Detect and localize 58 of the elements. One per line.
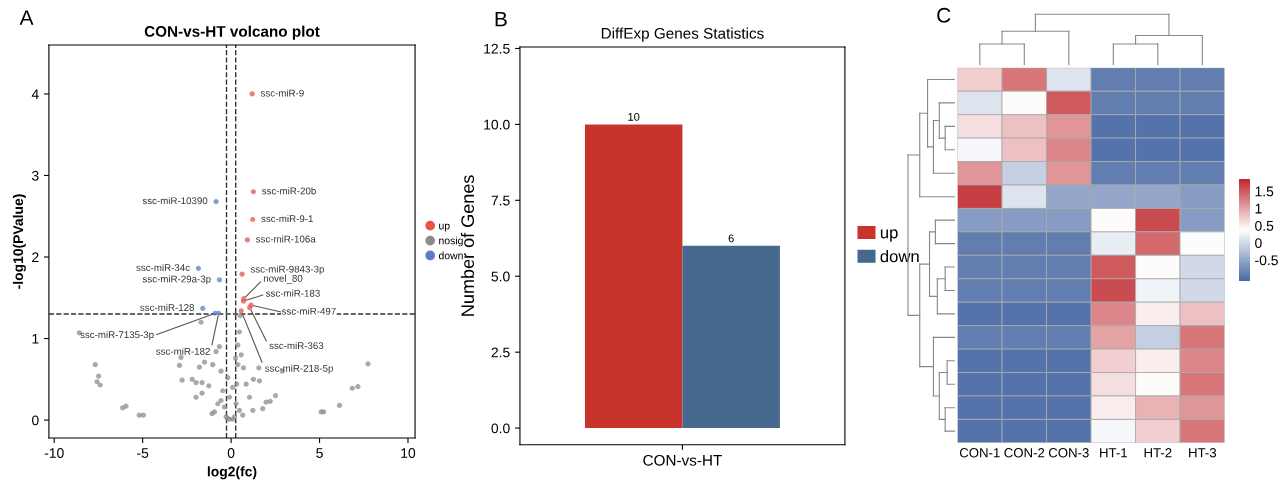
annotation: ssc-miR-106a — [255, 235, 316, 243]
color-bar-label: 0 — [1255, 238, 1262, 248]
color-bar-label: 0.5 — [1255, 220, 1274, 231]
y-tick-label: 3 — [31, 170, 39, 181]
x-tick-label: -10 — [44, 448, 64, 458]
x-tick-label: CON-2 — [1004, 448, 1045, 458]
annotation: ssc-miR-497 — [281, 307, 336, 315]
annotation: ssc-miR-20b — [261, 187, 316, 195]
annotation: ssc-miR-9-1 — [261, 214, 313, 223]
text: B — [495, 11, 507, 27]
y-tick-label: 4 — [31, 89, 39, 99]
annotation: ssc-miR-363 — [269, 341, 324, 350]
y-axis-title: -log10(PValue) — [12, 194, 26, 289]
legend-label: up — [880, 229, 898, 242]
x-tick-label: CON-vs-HT — [643, 454, 722, 466]
y-tick-label: 10.0 — [484, 119, 510, 130]
legend-label: down — [438, 251, 463, 260]
y-tick-label: 2 — [32, 252, 39, 263]
y-tick-label: 2.5 — [491, 347, 510, 358]
x-tick-label: -5 — [137, 448, 149, 458]
text: A — [19, 10, 34, 25]
data-label: 10 — [628, 112, 640, 121]
annotation: ssc-miR-10390 — [142, 197, 208, 205]
annotation: ssc-miR-182 — [156, 347, 210, 355]
x-tick-label: HT-2 — [1144, 448, 1172, 458]
legend-label: down — [880, 250, 919, 263]
y-tick-label: 0.0 — [491, 423, 510, 434]
annotation: ssc-miR-34c — [136, 263, 190, 272]
color-bar-label: 1 — [1255, 203, 1262, 214]
annotation: ssc-miR-7135-3p — [80, 330, 154, 341]
annotation: ssc-miR-218-5p — [265, 364, 333, 374]
y-tick-label: 5.0 — [491, 271, 510, 282]
x-tick-label: 0 — [227, 448, 235, 458]
color-bar-label: -0.5 — [1255, 255, 1278, 266]
x-tick-label: 10 — [401, 448, 416, 458]
annotation: ssc-miR-9 — [260, 89, 304, 97]
y-tick-label: 12.5 — [484, 43, 510, 54]
color-bar-label: 1.5 — [1255, 186, 1274, 197]
legend-label: up — [439, 223, 450, 232]
data-label: 6 — [728, 234, 734, 243]
legend-label: nosig — [439, 236, 463, 247]
x-tick-label: CON-3 — [1048, 448, 1089, 458]
annotation: ssc-miR-29a-3p — [142, 275, 211, 285]
y-tick-label: 0 — [32, 415, 39, 426]
x-tick-label: CON-1 — [959, 448, 1000, 458]
text: C — [937, 7, 951, 23]
x-tick-label: 5 — [316, 448, 323, 458]
chart-title: CON-vs-HT volcano plot — [144, 25, 320, 40]
x-tick-label: HT-1 — [1100, 448, 1127, 458]
annotation: ssc-miR-183 — [265, 289, 320, 297]
y-tick-label: 1 — [32, 334, 39, 344]
y-tick-label: 7.5 — [491, 195, 510, 206]
annotation: novel_80 — [263, 274, 303, 284]
x-tick-label: HT-3 — [1189, 448, 1217, 458]
x-axis-title: log2(fc) — [207, 466, 257, 480]
chart-title: DiffExp Genes Statistics — [601, 27, 764, 42]
annotation: ssc-miR-9843-3p — [250, 265, 325, 275]
annotation: ssc-miR-128 — [140, 303, 195, 311]
